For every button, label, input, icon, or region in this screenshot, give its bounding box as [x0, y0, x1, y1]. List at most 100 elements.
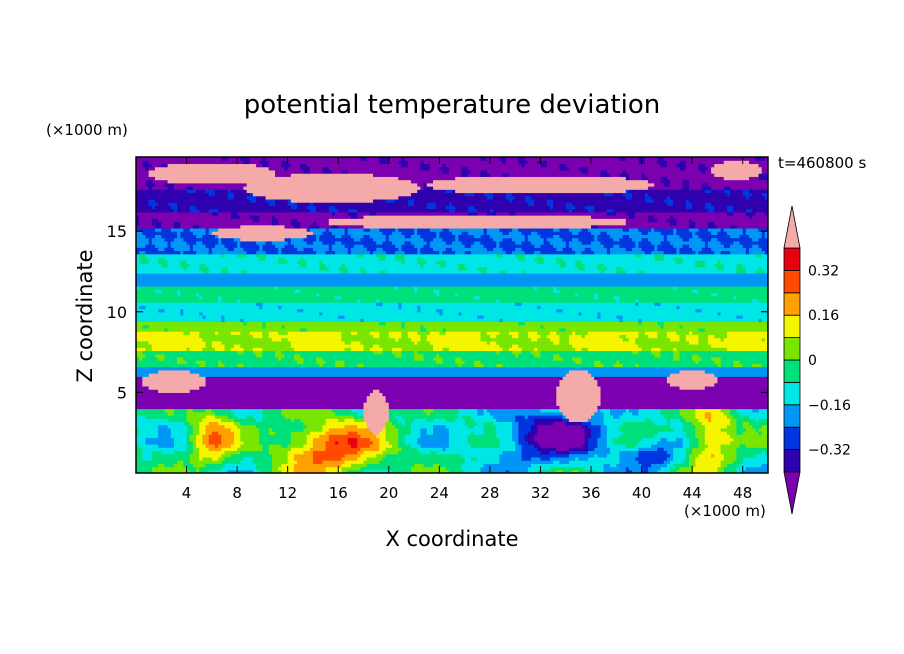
- contour-cell: [300, 221, 314, 226]
- contour-cell: [663, 324, 681, 329]
- contour-cell: [196, 205, 292, 210]
- contour-cell: [395, 414, 403, 419]
- contour-cell: [420, 263, 425, 268]
- contour-cell: [733, 211, 747, 216]
- contour-cell: [761, 253, 768, 258]
- contour-cell: [439, 234, 456, 239]
- contour-cell: [701, 182, 709, 187]
- contour-cell: [496, 298, 500, 303]
- contour-cell: [243, 186, 421, 190]
- contour-cell: [136, 305, 140, 310]
- contour-cell: [736, 263, 744, 268]
- contour-cell: [587, 440, 598, 445]
- contour-cell: [271, 460, 289, 464]
- contour-cell: [136, 166, 147, 171]
- contour-cell: [262, 305, 279, 310]
- contour-cell: [142, 350, 238, 355]
- contour-cell: [173, 408, 188, 413]
- contour-cell: [726, 211, 734, 216]
- contour-cell: [319, 266, 330, 271]
- contour-cell: [742, 363, 753, 368]
- contour-cell: [290, 218, 298, 223]
- contour-cell: [704, 431, 728, 435]
- contour-cell: [347, 247, 352, 252]
- contour-cell: [723, 227, 744, 232]
- contour-cell: [284, 237, 292, 242]
- contour-cell: [379, 256, 387, 261]
- contour-cell: [720, 463, 728, 468]
- contour-cell: [252, 460, 273, 464]
- colorbar-tick-label: 0.16: [808, 308, 839, 324]
- contour-cell: [673, 198, 687, 203]
- contour-cell: [676, 331, 690, 335]
- contour-cell: [404, 250, 418, 255]
- contour-cell: [401, 353, 415, 358]
- contour-cell: [401, 163, 409, 168]
- contour-cell: [208, 469, 229, 473]
- contour-cell: [208, 421, 219, 426]
- contour-cell: [657, 331, 668, 335]
- contour-cell: [527, 469, 538, 473]
- contour-cell: [493, 237, 504, 242]
- contour-cell: [707, 340, 768, 345]
- contour-cell: [733, 295, 737, 300]
- contour-cell: [420, 337, 428, 342]
- contour-cell: [543, 237, 548, 242]
- contour-cell: [278, 356, 282, 361]
- contour-cell: [300, 418, 327, 422]
- contour-cell: [673, 231, 677, 235]
- contour-cell: [673, 244, 684, 248]
- contour-cell: [192, 231, 207, 235]
- contour-cell: [711, 169, 763, 174]
- contour-cell: [148, 324, 263, 329]
- contour-cell: [695, 411, 706, 416]
- contour-cell: [211, 344, 226, 348]
- contour-cell: [136, 453, 143, 458]
- contour-cell: [458, 263, 466, 268]
- contour-cell: [221, 237, 235, 242]
- contour-cell: [461, 231, 469, 235]
- contour-cell: [376, 253, 387, 258]
- contour-cell: [613, 244, 621, 248]
- contour-cell: [262, 447, 270, 452]
- contour-cell: [448, 469, 466, 473]
- contour-cell: [218, 421, 235, 426]
- contour-cell: [559, 234, 595, 239]
- contour-cell: [173, 221, 181, 226]
- contour-cell: [568, 240, 583, 245]
- contour-cell: [208, 231, 213, 235]
- contour-cell: [316, 360, 327, 364]
- contour-cell: [486, 169, 583, 174]
- contour-cell: [306, 227, 311, 232]
- contour-cell: [243, 456, 254, 461]
- contour-cell: [524, 195, 532, 200]
- contour-cell: [344, 244, 355, 248]
- contour-cell: [218, 227, 308, 232]
- contour-cell: [464, 360, 475, 364]
- contour-cell: [401, 302, 516, 306]
- contour-cell: [654, 302, 662, 306]
- contour-cell: [237, 211, 333, 216]
- contour-cell: [262, 414, 286, 419]
- contour-cell: [290, 344, 365, 348]
- contour-cell: [328, 266, 339, 271]
- contour-cell: [477, 456, 500, 461]
- contour-cell: [717, 466, 725, 471]
- contour-cell: [701, 237, 712, 242]
- contour-cell: [755, 269, 766, 274]
- contour-cell: [704, 202, 712, 206]
- contour-cell: [761, 166, 768, 171]
- contour-cell: [723, 263, 737, 268]
- contour-cell: [584, 247, 592, 252]
- contour-cell: [635, 337, 671, 342]
- contour-cell: [455, 360, 466, 364]
- contour-cell: [720, 363, 734, 368]
- contour-cell: [388, 414, 396, 419]
- contour-cell: [259, 305, 263, 310]
- contour-cell: [622, 318, 640, 323]
- contour-cell: [622, 192, 633, 197]
- contour-cell: [398, 195, 488, 200]
- contour-cell: [534, 244, 542, 248]
- contour-cell: [562, 376, 595, 381]
- contour-cell: [726, 414, 734, 419]
